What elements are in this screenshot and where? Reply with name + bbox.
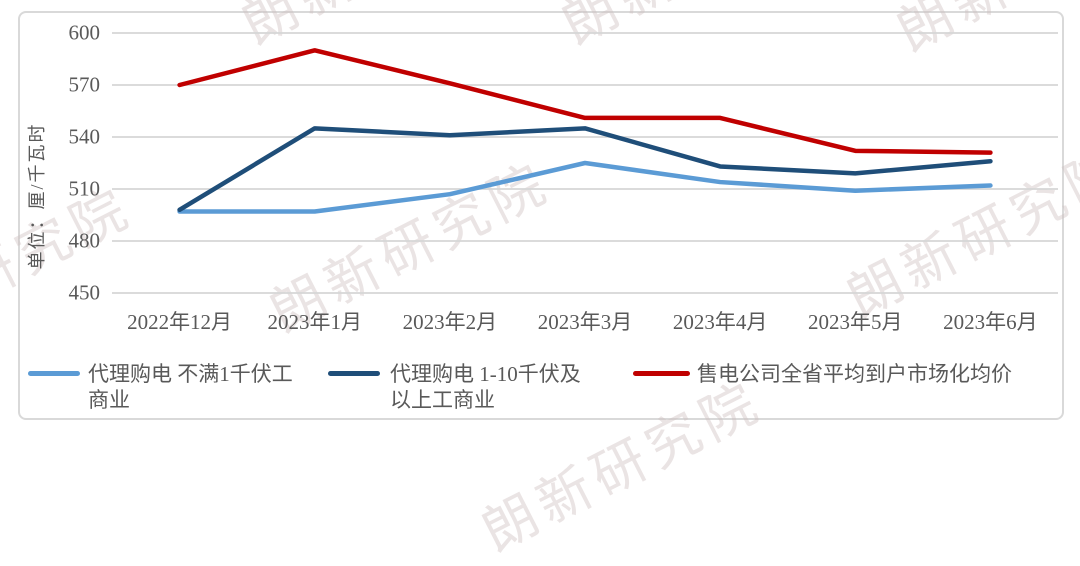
- line-chart-plot: [112, 32, 1058, 294]
- legend-label-line: 商业: [88, 388, 130, 412]
- y-tick-label: 540: [68, 124, 101, 149]
- y-tick-label: 600: [68, 20, 101, 45]
- x-tick-label: 2023年3月: [537, 310, 633, 334]
- series-line: [177, 48, 993, 155]
- legend-label-line: 代理购电 1-10千伏及: [390, 362, 581, 386]
- legend-label: 售电公司全省平均到户市场化均价: [697, 361, 1012, 387]
- x-tick-label: 2023年6月: [943, 310, 1038, 334]
- legend-swatch-line: [633, 371, 690, 376]
- y-tick-label: 510: [68, 176, 101, 201]
- legend-swatch-line: [28, 371, 80, 376]
- x-tick-label: 2023年5月: [808, 310, 903, 334]
- legend-label-line: 以上工商业: [390, 388, 495, 412]
- legend-swatch-line: [328, 371, 380, 376]
- series-line: [177, 160, 993, 214]
- series-line: [177, 126, 993, 213]
- card-border: [18, 11, 1064, 420]
- legend-label: 代理购电 1-10千伏及 以上工商业: [390, 361, 581, 413]
- x-tick-label: 2023年2月: [402, 310, 498, 334]
- y-tick-label: 480: [68, 228, 101, 253]
- legend-label: 代理购电 不满1千伏工 商业: [88, 361, 293, 413]
- legend-label-line: 代理购电 不满1千伏工: [88, 362, 293, 386]
- x-tick-label: 2022年12月: [127, 310, 233, 334]
- y-tick-label: 570: [68, 72, 101, 97]
- y-tick-label: 450: [68, 280, 101, 305]
- legend-label-line: 售电公司全省平均到户市场化均价: [697, 362, 1012, 386]
- x-tick-label: 2023年4月: [672, 310, 768, 334]
- x-tick-label: 2023年1月: [267, 310, 362, 334]
